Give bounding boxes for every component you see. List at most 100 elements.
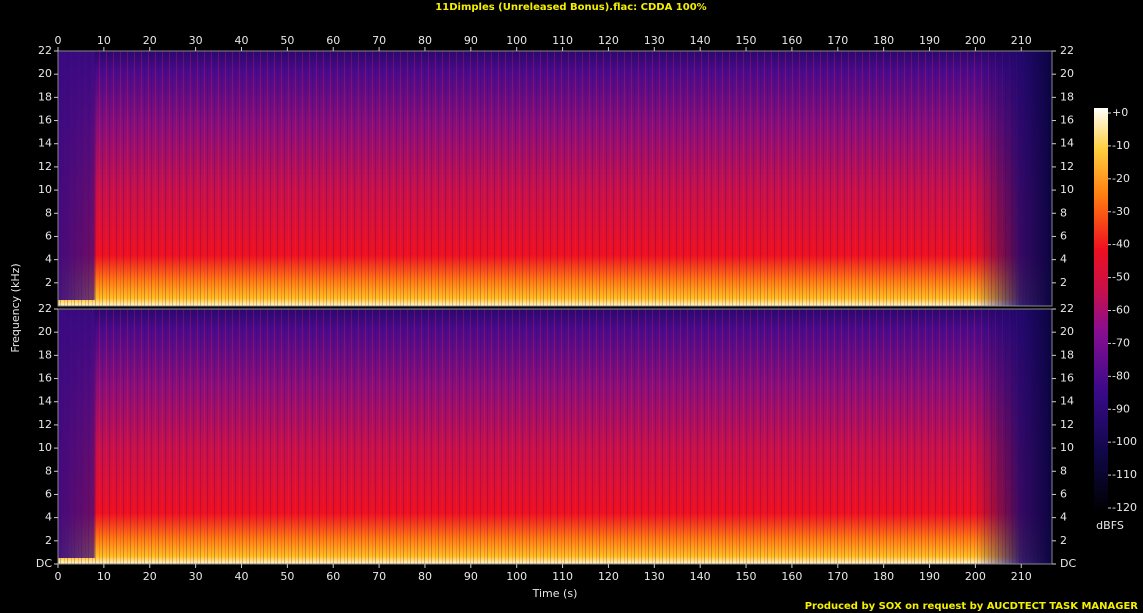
x-tick-label: 170	[827, 34, 848, 47]
x-tick-label: 190	[919, 34, 940, 47]
x-tick-label: 70	[372, 570, 386, 583]
x-tick-label: 170	[827, 570, 848, 583]
colorbar-tick-label: -110	[1112, 468, 1137, 481]
y-tick-label: 18	[38, 348, 52, 361]
x-tick-label: 30	[189, 34, 203, 47]
y-tick-label: 10	[1060, 183, 1074, 196]
y-tick-label: 2	[45, 534, 52, 547]
x-tick-label: 150	[736, 34, 757, 47]
y-tick-label: 8	[45, 206, 52, 219]
y-tick-label: 6	[1060, 487, 1067, 500]
x-tick-label: 120	[598, 34, 619, 47]
x-tick-label: 180	[873, 570, 894, 583]
x-tick-label: 0	[55, 34, 62, 47]
y-tick-label: 14	[38, 395, 52, 408]
y-tick-label: 6	[1060, 229, 1067, 242]
y-tick-label: 22	[38, 302, 52, 315]
y-tick-label: 22	[1060, 44, 1074, 57]
x-tick-label: 210	[1011, 34, 1032, 47]
x-tick-label: 210	[1011, 570, 1032, 583]
y-tick-label: 12	[38, 418, 52, 431]
y-tick-label: 16	[1060, 114, 1074, 127]
y-tick-label: 4	[1060, 511, 1067, 524]
y-tick-label: 18	[1060, 90, 1074, 103]
x-tick-label: 40	[234, 570, 248, 583]
x-tick-label: 120	[598, 570, 619, 583]
x-tick-label: 20	[143, 34, 157, 47]
x-tick-label: 10	[97, 34, 111, 47]
panel-border	[57, 308, 1053, 565]
y-tick-label: DC	[36, 557, 52, 570]
x-tick-label: 40	[234, 34, 248, 47]
x-axis-label: Time (s)	[532, 587, 578, 600]
x-tick-label: 90	[464, 570, 478, 583]
y-tick-label: 2	[1060, 534, 1067, 547]
colorbar-tick-label: -10	[1112, 139, 1130, 152]
y-tick-label: 16	[38, 114, 52, 127]
panel-border	[57, 50, 1053, 307]
y-tick-label: 10	[38, 441, 52, 454]
y-tick-label: 2	[1060, 276, 1067, 289]
y-tick-label: 8	[1060, 206, 1067, 219]
x-tick-label: 80	[418, 570, 432, 583]
y-tick-label: 22	[38, 44, 52, 57]
x-tick-label: 0	[55, 570, 62, 583]
x-tick-label: 50	[280, 34, 294, 47]
y-tick-label: 12	[1060, 418, 1074, 431]
x-tick-label: 130	[644, 570, 665, 583]
y-tick-label: 18	[1060, 348, 1074, 361]
y-tick-label: 14	[1060, 137, 1074, 150]
y-tick-label: 2	[45, 276, 52, 289]
y-tick-label: 10	[38, 183, 52, 196]
x-tick-label: 100	[506, 570, 527, 583]
x-tick-label: 60	[326, 34, 340, 47]
colorbar	[1094, 108, 1108, 512]
x-tick-label: 160	[781, 34, 802, 47]
y-tick-label: 6	[45, 487, 52, 500]
x-tick-label: 190	[919, 570, 940, 583]
y-tick-label: 14	[1060, 395, 1074, 408]
colorbar-tick-label: -120	[1112, 501, 1137, 514]
x-tick-label: 140	[690, 34, 711, 47]
y-tick-label: 16	[38, 372, 52, 385]
spectrogram-texture	[58, 309, 1052, 564]
y-axis-label: Frequency (kHz)	[9, 263, 22, 352]
x-tick-label: 180	[873, 34, 894, 47]
colorbar-tick-label: -50	[1112, 271, 1130, 284]
x-tick-label: 110	[552, 34, 573, 47]
y-tick-label: 18	[38, 90, 52, 103]
colorbar-label: dBFS	[1096, 519, 1124, 532]
y-tick-label: 20	[1060, 325, 1074, 338]
x-tick-label: 70	[372, 34, 386, 47]
y-tick-label: 20	[38, 67, 52, 80]
colorbar-tick-label: -60	[1112, 304, 1130, 317]
colorbar-tick-label: -80	[1112, 369, 1130, 382]
chart-title: 11Dimples (Unreleased Bonus).flac: CDDA …	[435, 2, 706, 13]
colorbar-tick-label: -100	[1112, 435, 1137, 448]
x-tick-label: 150	[736, 570, 757, 583]
y-tick-label: 8	[45, 464, 52, 477]
y-tick-label: 8	[1060, 464, 1067, 477]
x-tick-label: 110	[552, 570, 573, 583]
y-tick-label: 10	[1060, 441, 1074, 454]
intro-region	[58, 309, 95, 558]
colorbar-tick-label: -40	[1112, 238, 1130, 251]
colorbar-tick-label: -70	[1112, 336, 1130, 349]
x-tick-label: 140	[690, 570, 711, 583]
x-tick-label: 20	[143, 570, 157, 583]
spectrogram-texture	[58, 51, 1052, 306]
y-tick-label: 6	[45, 229, 52, 242]
intro-region	[58, 51, 95, 300]
x-tick-label: 100	[506, 34, 527, 47]
y-tick-label: 22	[1060, 302, 1074, 315]
y-tick-label: 4	[1060, 253, 1067, 266]
x-tick-label: 200	[965, 34, 986, 47]
y-tick-label: 4	[45, 253, 52, 266]
x-tick-label: 50	[280, 570, 294, 583]
y-tick-label: 4	[45, 511, 52, 524]
y-tick-label: 16	[1060, 372, 1074, 385]
x-tick-label: 10	[97, 570, 111, 583]
x-tick-label: 90	[464, 34, 478, 47]
colorbar-tick-label: -90	[1112, 402, 1130, 415]
